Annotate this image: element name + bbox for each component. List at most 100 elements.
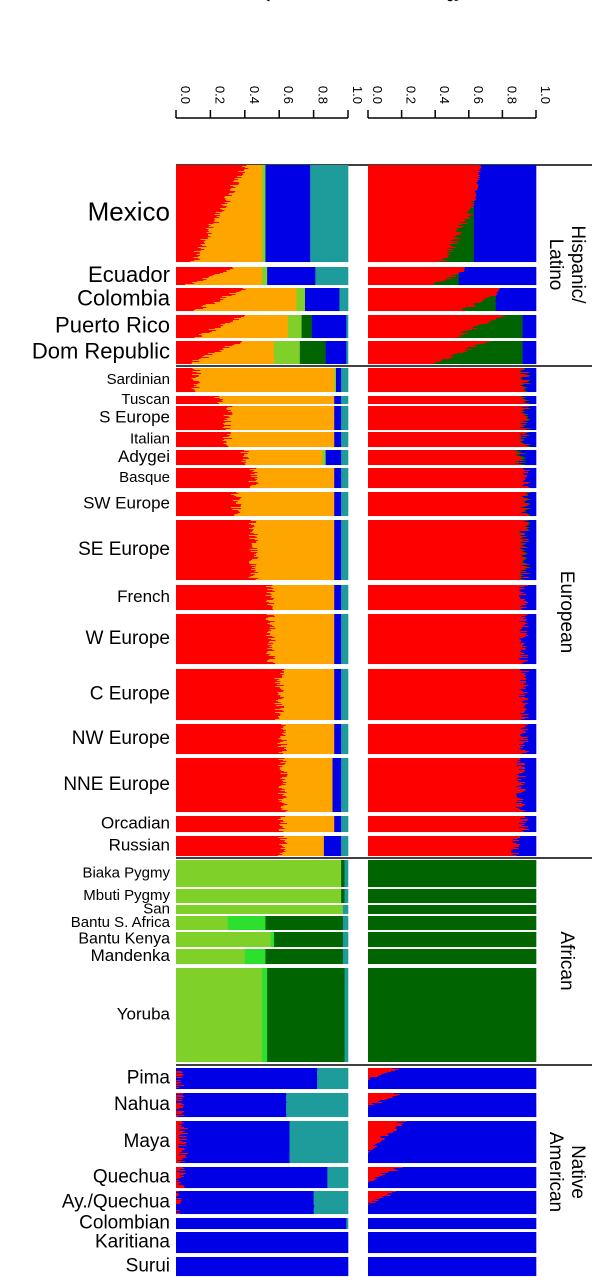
segment-blue bbox=[458, 279, 537, 281]
segment-teal bbox=[341, 669, 349, 671]
segment-blue bbox=[517, 760, 537, 762]
segment-blue bbox=[524, 705, 537, 707]
segment-red bbox=[368, 671, 530, 673]
segment-red bbox=[176, 181, 234, 183]
segment-red bbox=[176, 568, 256, 570]
segment-teal bbox=[341, 541, 349, 543]
segment-red bbox=[176, 221, 215, 223]
segment-blue bbox=[334, 480, 342, 482]
segment-red bbox=[368, 316, 506, 318]
segment-blue bbox=[516, 793, 537, 795]
segment-red bbox=[368, 303, 474, 305]
segment-blue bbox=[311, 333, 347, 335]
segment-red bbox=[368, 744, 520, 746]
segment-darkgreen bbox=[456, 230, 475, 232]
segment-darkgreen bbox=[468, 210, 475, 212]
segment-orange bbox=[280, 673, 335, 675]
segment-darkgreen bbox=[491, 320, 523, 322]
segment-teal bbox=[310, 169, 349, 171]
segment-teal bbox=[341, 602, 349, 604]
segment-darkgreen bbox=[460, 222, 475, 224]
segment-darkgreen bbox=[341, 898, 345, 900]
segment-red bbox=[176, 223, 214, 225]
segment-darkgreen bbox=[448, 253, 475, 255]
segment-orange bbox=[221, 204, 263, 206]
segment-blue bbox=[334, 403, 342, 405]
segment-blue bbox=[334, 819, 342, 821]
segment-orange bbox=[206, 279, 263, 281]
segment-teal bbox=[339, 302, 349, 304]
segment-orange bbox=[237, 513, 335, 515]
segment-teal bbox=[310, 236, 349, 238]
segment-darkgreen bbox=[301, 322, 313, 324]
segment-blue bbox=[311, 327, 347, 329]
segment-red bbox=[368, 420, 528, 422]
segment-orange bbox=[222, 401, 335, 403]
segment-blue bbox=[530, 514, 537, 516]
segment-lightgreen bbox=[262, 179, 266, 181]
segment-lightgreen bbox=[176, 980, 263, 982]
segment-darkgreen bbox=[274, 940, 344, 942]
segment-red bbox=[176, 283, 195, 285]
segment-blue bbox=[521, 370, 537, 372]
segment-darkgreen bbox=[525, 563, 528, 565]
segment-orange bbox=[206, 246, 263, 248]
segment-blue bbox=[334, 576, 342, 578]
segment-red bbox=[176, 829, 279, 831]
segment-teal bbox=[341, 536, 349, 538]
segment-red bbox=[176, 506, 241, 508]
segment-red bbox=[368, 234, 461, 236]
segment-red bbox=[368, 550, 525, 552]
segment-darkgreen bbox=[299, 349, 326, 351]
segment-teal bbox=[341, 565, 349, 567]
segment-blue bbox=[334, 661, 342, 663]
segment-teal bbox=[310, 167, 349, 169]
segment-orange bbox=[284, 706, 335, 708]
segment-darkgreen bbox=[341, 860, 345, 862]
segment-teal bbox=[341, 502, 349, 504]
segment-lightgreen bbox=[176, 1015, 263, 1017]
segment-teal bbox=[344, 1002, 349, 1004]
segment-blue bbox=[530, 567, 537, 569]
segment-orange bbox=[194, 283, 263, 285]
segment-red bbox=[176, 382, 201, 384]
segment-blue bbox=[521, 535, 537, 537]
segment-darkgreen bbox=[528, 527, 531, 529]
segment-lightgreen bbox=[262, 196, 266, 198]
segment-teal bbox=[341, 422, 349, 424]
segment-red bbox=[368, 533, 525, 535]
segment-lightgreen bbox=[176, 890, 342, 892]
segment-darkgreen bbox=[524, 526, 527, 528]
segment-orange bbox=[236, 503, 335, 505]
segment-darkgreen bbox=[521, 575, 524, 577]
segment-blue bbox=[267, 282, 316, 284]
segment-red bbox=[368, 820, 528, 822]
segment-red bbox=[176, 347, 230, 349]
segment-red bbox=[368, 327, 473, 329]
segment-blue bbox=[529, 671, 537, 673]
segment-red bbox=[368, 473, 524, 475]
segment-red bbox=[368, 546, 524, 548]
segment-orange bbox=[238, 182, 263, 184]
segment-blue bbox=[334, 606, 342, 608]
segment-lightgreen bbox=[287, 320, 302, 322]
segment-darkgreen bbox=[528, 499, 531, 501]
segment-darkgreen bbox=[299, 352, 326, 354]
segment-blue bbox=[523, 730, 537, 732]
segment-teal bbox=[341, 765, 349, 767]
segment-blue bbox=[334, 687, 342, 689]
segment-darkgreen bbox=[368, 958, 537, 960]
segment-red bbox=[176, 714, 282, 716]
segment-blue bbox=[526, 601, 537, 603]
segment-orange bbox=[282, 698, 335, 700]
segment-red bbox=[368, 411, 524, 413]
segment-red bbox=[176, 390, 196, 392]
segment-lightgreen bbox=[334, 376, 337, 378]
segment-orange bbox=[281, 770, 333, 772]
segment-teal bbox=[344, 877, 349, 879]
population-bar-k3 bbox=[368, 396, 537, 405]
segment-blue bbox=[524, 824, 537, 826]
segment-blue bbox=[530, 508, 537, 510]
segment-blue bbox=[520, 452, 537, 454]
segment-blue bbox=[334, 642, 342, 644]
